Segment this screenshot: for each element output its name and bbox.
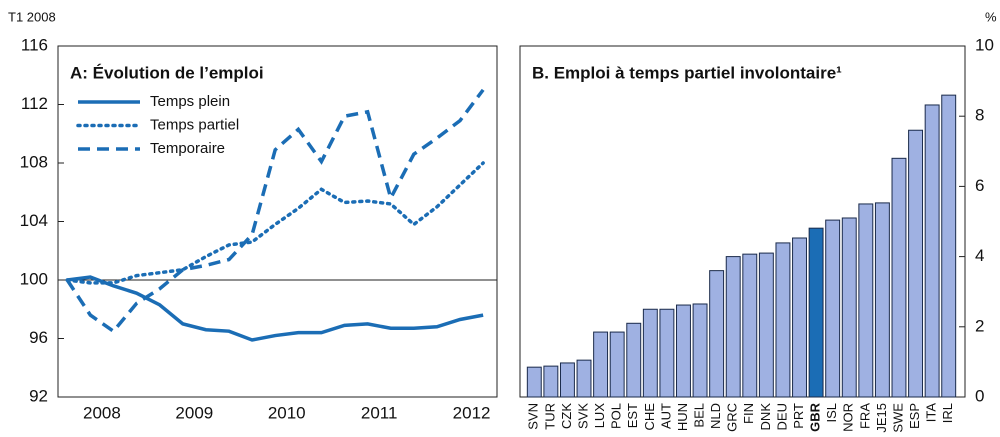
y-tick-label: 6 bbox=[975, 176, 984, 195]
bar bbox=[543, 365, 559, 398]
bar bbox=[808, 227, 824, 398]
x-tick-label: SWE bbox=[890, 403, 905, 433]
x-tick-label: AUT bbox=[658, 403, 673, 429]
x-tick-label: 2010 bbox=[268, 403, 306, 422]
y-tick-label: 100 bbox=[20, 269, 48, 288]
x-tick-label: 2008 bbox=[83, 403, 121, 422]
bar bbox=[908, 129, 924, 398]
y-axis-label: % bbox=[985, 9, 997, 24]
bar bbox=[692, 303, 708, 398]
series-line bbox=[65, 161, 485, 285]
x-tick-label: GRC bbox=[725, 403, 740, 432]
x-tick-label: ITA bbox=[924, 403, 939, 423]
bar bbox=[858, 203, 874, 398]
bar bbox=[725, 256, 741, 398]
x-tick-label: IRL bbox=[940, 403, 955, 423]
y-tick-label: 116 bbox=[21, 35, 48, 54]
bar bbox=[576, 359, 592, 398]
x-tick-label: BEL bbox=[691, 403, 706, 428]
y-tick-label: 104 bbox=[20, 211, 48, 230]
x-tick-label: CHE bbox=[642, 403, 657, 431]
y-tick-label: 10 bbox=[975, 35, 994, 54]
y-tick-label: 0 bbox=[975, 386, 984, 405]
bar bbox=[941, 94, 957, 398]
x-tick-label: CZK bbox=[559, 403, 574, 429]
bar bbox=[526, 366, 542, 398]
y-tick-label: 8 bbox=[975, 106, 984, 125]
x-tick-label: DEU bbox=[774, 403, 789, 430]
chart-title: B. Emploi à temps partiel involontaire¹ bbox=[532, 63, 842, 82]
bar bbox=[709, 270, 725, 398]
bar bbox=[792, 237, 807, 398]
x-tick-label: 2011 bbox=[361, 403, 398, 422]
x-tick-label: FIN bbox=[741, 403, 756, 424]
y-tick-label: 112 bbox=[21, 94, 48, 113]
x-tick-label: NLD bbox=[708, 403, 723, 429]
y-axis-label: T1 2008 bbox=[8, 9, 56, 24]
legend-label: Temps plein bbox=[150, 93, 230, 110]
x-tick-label: PRT bbox=[791, 403, 806, 429]
bar bbox=[758, 252, 774, 398]
x-tick-label: TUR bbox=[542, 403, 557, 430]
y-tick-label: 92 bbox=[29, 386, 48, 405]
bar bbox=[891, 157, 907, 398]
x-tick-label: LUX bbox=[592, 403, 607, 429]
x-tick-label: DNK bbox=[758, 403, 773, 431]
x-tick-label: HUN bbox=[675, 403, 690, 431]
x-tick-label: ISL bbox=[824, 403, 839, 423]
x-tick-label: 2012 bbox=[453, 403, 491, 422]
bar bbox=[593, 331, 609, 398]
bar bbox=[559, 362, 575, 398]
chart-title: A: Évolution de l’emploi bbox=[70, 63, 264, 82]
x-tick-label: NOR bbox=[841, 403, 856, 432]
x-tick-label: 2009 bbox=[175, 403, 213, 422]
bar bbox=[924, 104, 940, 398]
bar bbox=[642, 308, 658, 398]
bar bbox=[825, 219, 841, 398]
bar bbox=[841, 217, 857, 398]
bar bbox=[609, 331, 625, 398]
legend-label: Temps partiel bbox=[150, 116, 239, 133]
y-tick-label: 108 bbox=[20, 152, 48, 171]
bar bbox=[626, 322, 642, 398]
bar bbox=[659, 308, 675, 398]
bar bbox=[742, 253, 758, 398]
series-line bbox=[67, 275, 484, 342]
x-tick-label: EST bbox=[625, 403, 640, 428]
x-tick-label: FRA bbox=[857, 403, 872, 429]
x-tick-label: SVK bbox=[575, 403, 590, 429]
x-tick-label: JE15 bbox=[874, 403, 889, 433]
bar bbox=[676, 304, 691, 398]
y-tick-label: 2 bbox=[975, 316, 984, 335]
bar bbox=[874, 202, 890, 398]
y-tick-label: 4 bbox=[975, 246, 984, 265]
x-tick-label: GBR bbox=[808, 402, 823, 432]
y-tick-label: 96 bbox=[29, 328, 48, 347]
x-tick-label: ESP bbox=[907, 403, 922, 429]
bar bbox=[775, 242, 791, 398]
x-tick-label: SVN bbox=[526, 403, 541, 430]
legend-label: Temporaire bbox=[150, 140, 225, 157]
series-line bbox=[65, 88, 485, 334]
x-tick-label: POL bbox=[609, 403, 624, 429]
